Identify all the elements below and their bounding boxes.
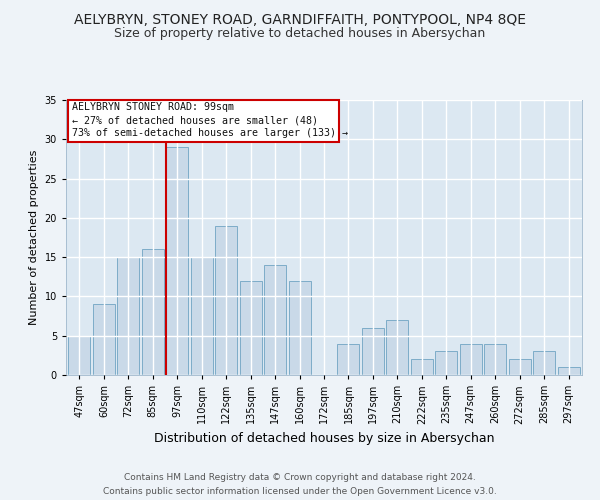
Bar [337,344,359,375]
Bar [411,360,433,375]
Bar [435,352,457,375]
Bar [166,147,188,375]
Bar [362,328,384,375]
Bar [215,226,237,375]
Bar [533,352,555,375]
Bar [118,257,139,375]
Bar [386,320,409,375]
Bar [460,344,482,375]
Text: Contains public sector information licensed under the Open Government Licence v3: Contains public sector information licen… [103,488,497,496]
Text: Contains HM Land Registry data © Crown copyright and database right 2024.: Contains HM Land Registry data © Crown c… [124,472,476,482]
Bar [93,304,115,375]
X-axis label: Distribution of detached houses by size in Abersychan: Distribution of detached houses by size … [154,432,494,445]
Bar [264,265,286,375]
Bar [509,360,530,375]
Bar [239,280,262,375]
Bar [142,250,164,375]
Bar [289,280,311,375]
Text: 73% of semi-detached houses are larger (133) →: 73% of semi-detached houses are larger (… [72,128,348,138]
Bar [557,367,580,375]
Bar [68,336,91,375]
Bar [191,257,213,375]
Text: Size of property relative to detached houses in Abersychan: Size of property relative to detached ho… [115,28,485,40]
Text: AELYBRYN STONEY ROAD: 99sqm: AELYBRYN STONEY ROAD: 99sqm [72,102,234,112]
Text: AELYBRYN, STONEY ROAD, GARNDIFFAITH, PONTYPOOL, NP4 8QE: AELYBRYN, STONEY ROAD, GARNDIFFAITH, PON… [74,12,526,26]
Text: ← 27% of detached houses are smaller (48): ← 27% of detached houses are smaller (48… [72,116,318,126]
Bar [484,344,506,375]
Y-axis label: Number of detached properties: Number of detached properties [29,150,39,325]
Bar [68,100,338,142]
